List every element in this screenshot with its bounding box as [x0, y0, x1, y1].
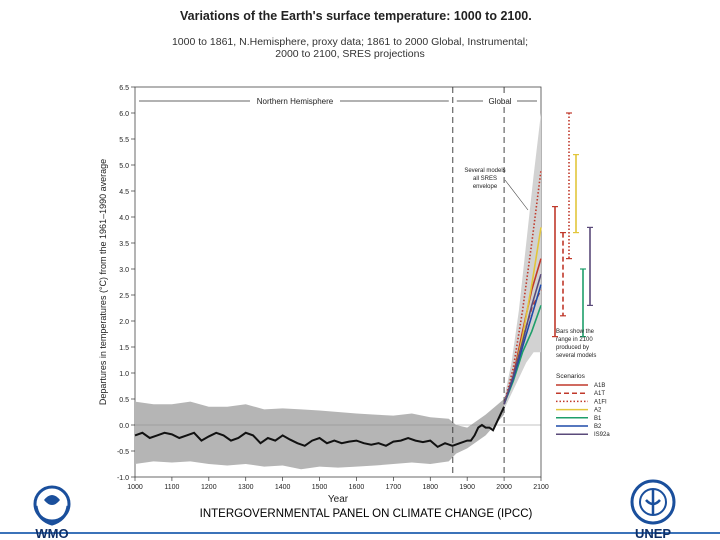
y-tick-label: 4.5: [119, 189, 129, 196]
projection-envelope: [504, 113, 541, 410]
x-tick-label: 2000: [496, 484, 512, 491]
y-tick-label: 5.0: [119, 163, 129, 170]
region-label-global: Global: [488, 97, 511, 106]
y-tick-label: 1.5: [119, 345, 129, 352]
wmo-logo-text: WMO: [35, 526, 68, 540]
unep-logo-text: UNEP: [635, 526, 671, 540]
envelope-note-pointer: [504, 179, 529, 211]
y-tick-label: 3.5: [119, 241, 129, 248]
unep-logo: UNEP: [630, 479, 676, 540]
x-tick-label: 1200: [201, 484, 217, 491]
chart-subtitle: 1000 to 1861, N.Hemisphere, proxy data; …: [150, 36, 550, 60]
y-tick-label: 2.0: [119, 319, 129, 326]
y-tick-label: -0.5: [117, 449, 129, 456]
x-tick-label: 1700: [386, 484, 402, 491]
y-axis-title: Departures in temperatures (°C) from the…: [98, 159, 108, 405]
series-line-a1fi: [503, 170, 542, 405]
y-tick-label: -1.0: [117, 475, 129, 482]
y-tick-label: 1.0: [119, 371, 129, 378]
x-tick-label: 1600: [349, 484, 365, 491]
x-tick-label: 1400: [275, 484, 291, 491]
footer-rule: [0, 532, 720, 534]
legend-label-a1fi: A1FI: [594, 399, 607, 405]
global-label-bg: [483, 95, 517, 107]
y-tick-label: 6.0: [119, 111, 129, 118]
x-tick-label: 1100: [164, 484, 179, 491]
legend-label-b2: B2: [594, 424, 602, 430]
subtitle-line-2: 2000 to 2100, SRES projections: [275, 48, 425, 60]
x-axis-title: Year: [328, 494, 349, 505]
x-tick-label: 2100: [533, 484, 549, 491]
subtitle-line-1: 1000 to 1861, N.Hemisphere, proxy data; …: [171, 36, 529, 48]
legend-label-a1t: A1T: [594, 391, 605, 397]
x-tick-label: 1900: [459, 484, 475, 491]
envelope-note: all SRES: [473, 176, 497, 182]
y-tick-label: 0.0: [119, 423, 129, 430]
wmo-logo: WMO: [33, 485, 71, 540]
y-tick-label: 0.5: [119, 397, 129, 404]
x-tick-label: 1300: [238, 484, 254, 491]
footer-ipcc-text: INTERGOVERNMENTAL PANEL ON CLIMATE CHANG…: [199, 508, 533, 520]
x-tick-label: 1800: [422, 484, 438, 491]
y-tick-label: 2.5: [119, 293, 129, 300]
region-label-nh: Northern Hemisphere: [257, 97, 334, 106]
bars-note: several models: [556, 353, 596, 359]
bars-note: Bars show the: [556, 329, 595, 335]
y-tick-label: 5.5: [119, 137, 129, 144]
envelope-note: envelope: [473, 184, 498, 190]
uncertainty-band: [135, 399, 505, 470]
legend-label-a1b: A1B: [594, 383, 605, 389]
legend-label-b1: B1: [594, 416, 602, 422]
legend-title: Scenarios: [556, 373, 586, 380]
legend-label-a2: A2: [594, 408, 602, 414]
envelope-note: Several models: [464, 168, 505, 174]
y-tick-label: 6.5: [119, 85, 129, 92]
y-tick-label: 4.0: [119, 215, 129, 222]
legend-label-is92a: IS92a: [594, 432, 610, 438]
bars-note: range in 2100: [556, 337, 593, 343]
chart-title: Variations of the Earth's surface temper…: [180, 9, 532, 23]
series-line-is92a: [503, 273, 542, 405]
y-tick-label: 3.0: [119, 267, 129, 274]
observed-line: [134, 406, 505, 449]
nh-label-bg: [250, 95, 340, 107]
x-tick-label: 1000: [127, 484, 143, 491]
bars-note: produced by: [556, 345, 589, 351]
x-tick-label: 1500: [312, 484, 328, 491]
